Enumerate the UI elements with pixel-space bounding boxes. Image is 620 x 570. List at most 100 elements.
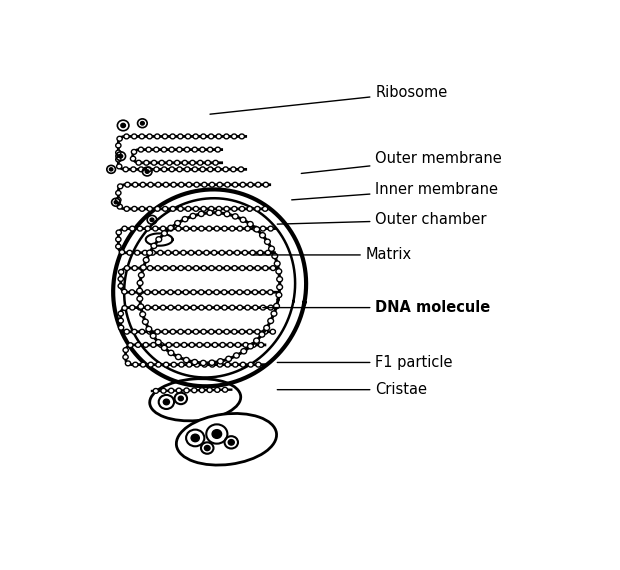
Circle shape: [202, 182, 207, 187]
Circle shape: [270, 329, 275, 334]
Circle shape: [243, 343, 249, 347]
Circle shape: [260, 290, 265, 295]
Circle shape: [214, 226, 219, 231]
Circle shape: [168, 225, 174, 230]
Circle shape: [124, 329, 130, 334]
Circle shape: [209, 360, 215, 365]
Circle shape: [143, 250, 148, 255]
Circle shape: [191, 290, 196, 295]
Circle shape: [159, 160, 164, 165]
Circle shape: [225, 363, 230, 367]
Circle shape: [201, 206, 206, 211]
Circle shape: [156, 363, 161, 367]
Circle shape: [191, 226, 197, 231]
Circle shape: [153, 290, 157, 295]
Circle shape: [265, 250, 270, 255]
Circle shape: [237, 226, 242, 231]
Circle shape: [138, 167, 144, 172]
Circle shape: [150, 250, 155, 255]
Circle shape: [154, 147, 159, 152]
Circle shape: [122, 289, 127, 294]
Circle shape: [121, 123, 125, 128]
Polygon shape: [140, 213, 280, 363]
Circle shape: [116, 237, 121, 242]
Circle shape: [250, 250, 255, 255]
Circle shape: [252, 290, 258, 295]
Circle shape: [247, 329, 252, 334]
Circle shape: [216, 134, 221, 139]
Circle shape: [169, 167, 174, 172]
Circle shape: [215, 388, 220, 392]
Circle shape: [137, 296, 143, 302]
Circle shape: [192, 167, 198, 172]
Circle shape: [215, 147, 221, 152]
Circle shape: [127, 250, 132, 255]
Circle shape: [211, 250, 217, 255]
Circle shape: [123, 348, 128, 352]
Circle shape: [264, 325, 270, 331]
Circle shape: [182, 217, 188, 222]
Circle shape: [204, 250, 209, 255]
Circle shape: [147, 206, 153, 211]
Circle shape: [205, 446, 210, 451]
Circle shape: [179, 396, 184, 401]
Circle shape: [124, 206, 130, 211]
Circle shape: [116, 150, 121, 155]
Circle shape: [215, 167, 221, 172]
Circle shape: [162, 329, 168, 334]
Circle shape: [237, 290, 242, 295]
Circle shape: [131, 167, 136, 172]
Circle shape: [120, 250, 125, 255]
Circle shape: [168, 350, 174, 356]
Circle shape: [272, 254, 278, 259]
Circle shape: [125, 361, 131, 366]
Circle shape: [191, 305, 197, 310]
Circle shape: [132, 329, 137, 334]
Circle shape: [175, 226, 181, 231]
Circle shape: [138, 304, 144, 309]
Circle shape: [119, 154, 123, 158]
Circle shape: [117, 136, 122, 141]
Text: F1 particle: F1 particle: [277, 355, 453, 370]
Circle shape: [239, 206, 245, 211]
Circle shape: [263, 266, 268, 271]
Circle shape: [229, 226, 235, 231]
Circle shape: [254, 338, 259, 343]
Circle shape: [210, 363, 215, 367]
Circle shape: [193, 134, 198, 139]
Circle shape: [231, 134, 237, 139]
Circle shape: [245, 305, 250, 310]
Circle shape: [147, 134, 153, 139]
Circle shape: [122, 226, 127, 231]
Circle shape: [140, 312, 146, 317]
Circle shape: [208, 147, 213, 152]
Circle shape: [241, 363, 246, 367]
Circle shape: [128, 343, 133, 348]
Circle shape: [145, 226, 150, 231]
Circle shape: [264, 182, 268, 187]
Circle shape: [255, 182, 261, 187]
Circle shape: [164, 363, 169, 367]
Circle shape: [178, 266, 184, 271]
Circle shape: [223, 388, 228, 392]
Circle shape: [161, 167, 167, 172]
Circle shape: [238, 167, 244, 172]
Circle shape: [162, 134, 167, 139]
Circle shape: [184, 357, 189, 363]
Circle shape: [179, 182, 184, 187]
Circle shape: [265, 239, 270, 245]
Circle shape: [148, 363, 153, 367]
Circle shape: [219, 250, 224, 255]
Circle shape: [209, 206, 214, 211]
Circle shape: [147, 329, 153, 334]
Circle shape: [255, 363, 261, 367]
Circle shape: [161, 345, 167, 351]
Circle shape: [181, 250, 186, 255]
Text: Cristae: Cristae: [277, 382, 427, 397]
Circle shape: [132, 266, 137, 271]
Circle shape: [252, 305, 258, 310]
Circle shape: [140, 206, 144, 211]
Circle shape: [166, 343, 172, 347]
Circle shape: [210, 182, 215, 187]
Circle shape: [247, 222, 253, 227]
